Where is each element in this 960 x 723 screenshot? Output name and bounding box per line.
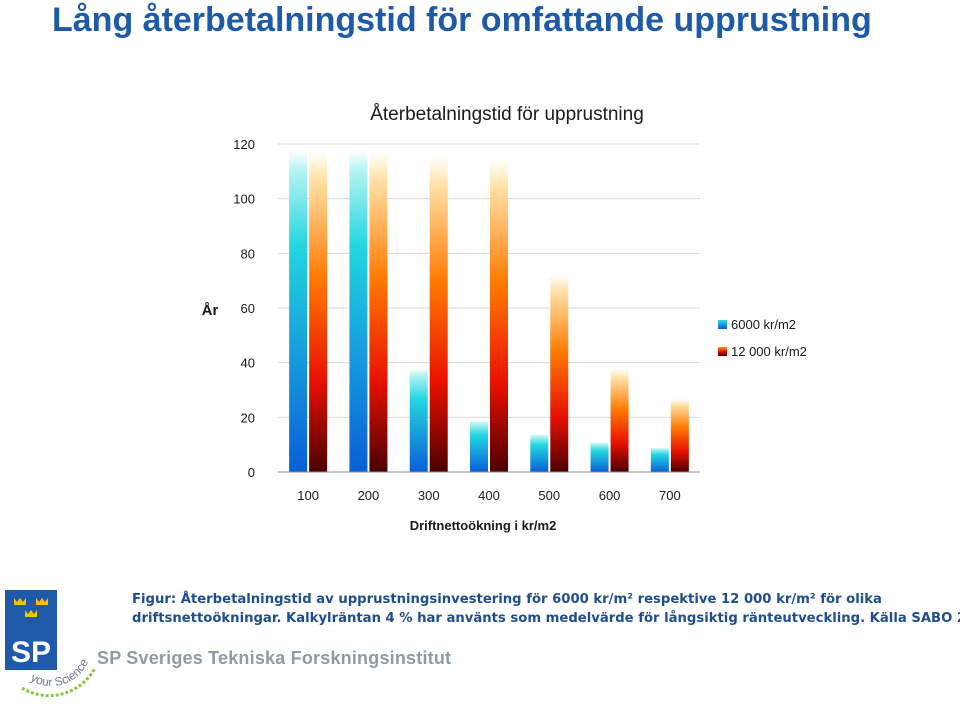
institute-name: SP Sveriges Tekniska Forskningsinstitut — [97, 648, 452, 668]
bar-series2-200 — [369, 149, 388, 472]
legend-swatch-series1 — [718, 320, 727, 329]
sp-logo: SP your Science Partner — [0, 588, 97, 698]
y-tick-label: 100 — [233, 192, 255, 207]
y-tick-label: 0 — [248, 465, 255, 480]
bar-series1-200 — [349, 149, 368, 472]
bar-series1-400 — [470, 420, 488, 472]
legend-label-series1: 6000 kr/m2 — [731, 317, 796, 332]
x-tick-label: 500 — [538, 488, 560, 503]
bar-series2-700 — [670, 398, 689, 472]
y-axis-ticks: 0 20 40 60 80 100 120 — [233, 137, 255, 480]
bar-series2-500 — [550, 272, 569, 472]
bar-series1-700 — [650, 447, 669, 472]
slide-title: Lång återbetalningstid för omfattande up… — [52, 1, 872, 39]
legend-swatch-series2 — [718, 347, 727, 356]
bar-series2-600 — [610, 368, 629, 472]
figure-caption: Figur: Återbetalningstid av upprustnings… — [132, 590, 960, 628]
sp-logo-shield — [5, 590, 57, 670]
bar-series2-400 — [490, 157, 508, 472]
x-axis-ticks: 100 200 300 400 500 600 700 — [297, 488, 680, 503]
sp-logo-arc — [21, 667, 97, 698]
bars — [289, 149, 689, 472]
legend: 6000 kr/m2 12 000 kr/m2 — [718, 317, 807, 359]
bar-series2-100 — [309, 149, 328, 472]
x-tick-label: 400 — [478, 488, 500, 503]
x-tick-label: 100 — [297, 488, 319, 503]
y-tick-label: 20 — [241, 410, 255, 425]
sp-logo-letters: SP — [11, 636, 51, 669]
bar-series2-300 — [429, 154, 448, 472]
y-tick-label: 120 — [233, 137, 255, 152]
x-axis-label: Driftnettoökning i kr/m2 — [410, 518, 557, 533]
bar-series1-500 — [530, 433, 549, 472]
x-tick-label: 300 — [418, 488, 440, 503]
y-tick-label: 80 — [241, 246, 255, 261]
x-tick-label: 200 — [358, 488, 380, 503]
three-crowns-icon — [14, 598, 48, 617]
caption-line-2: driftsnettoökningar. Kalkylräntan 4 % ha… — [132, 611, 960, 626]
bar-series1-100 — [289, 149, 308, 472]
caption-line-1: Figur: Återbetalningstid av upprustnings… — [132, 592, 882, 607]
chart-title: Återbetalningstid för upprustning — [370, 104, 644, 125]
legend-label-series2: 12 000 kr/m2 — [731, 344, 807, 359]
bar-series1-300 — [409, 368, 428, 472]
y-tick-label: 60 — [241, 301, 255, 316]
y-axis-label: År — [202, 302, 219, 319]
y-tick-label: 40 — [241, 356, 255, 371]
x-tick-label: 600 — [599, 488, 621, 503]
gridlines — [278, 143, 700, 418]
bar-chart: Återbetalningstid för upprustning 0 20 40 6… — [202, 104, 807, 533]
x-tick-label: 700 — [659, 488, 681, 503]
bar-series1-600 — [590, 441, 609, 472]
